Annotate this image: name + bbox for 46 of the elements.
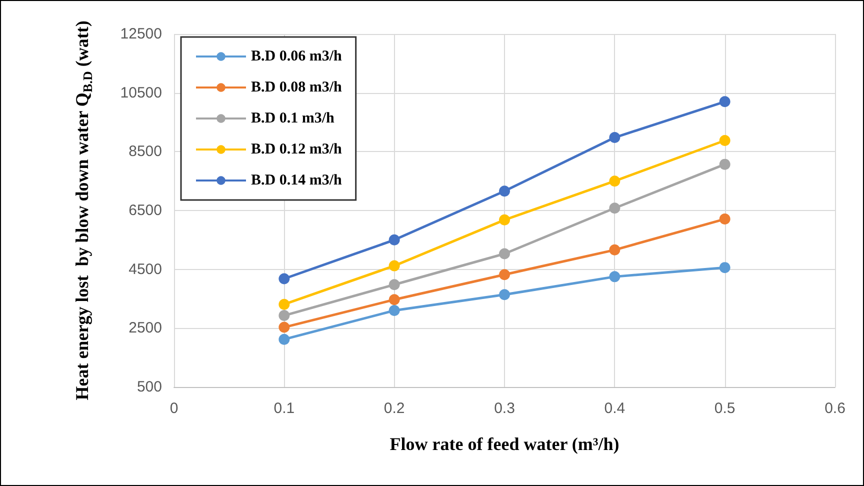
- point: [609, 202, 620, 214]
- y-tick-label: 6500: [128, 202, 162, 219]
- point: [388, 305, 400, 316]
- x-tick-label: 0.2: [384, 400, 405, 417]
- point: [388, 260, 400, 272]
- y-tick-label: 500: [136, 378, 162, 396]
- point: [609, 176, 620, 187]
- point: [499, 289, 510, 300]
- y-tick-label: 12500: [120, 26, 162, 42]
- y-axis-title: Heat energy lost by blow down water QB.D (watt): [72, 20, 95, 400]
- legend-label: B.D 0.08 m3/h: [251, 80, 342, 96]
- y-tick-label: 2500: [128, 320, 162, 337]
- point: [719, 214, 730, 225]
- x-tick-label: 0.1: [274, 400, 295, 417]
- point: [499, 248, 510, 260]
- legend-label: B.D 0.14 m3/h: [251, 172, 342, 188]
- point: [719, 96, 730, 108]
- x-tick-label: 0.5: [714, 400, 736, 417]
- x-tick-label: 0.4: [604, 400, 626, 417]
- point: [278, 310, 290, 322]
- point: [499, 214, 510, 226]
- x-tick-label: 0.6: [824, 400, 846, 417]
- point: [609, 271, 620, 282]
- point: [278, 298, 290, 310]
- point: [609, 244, 620, 256]
- legend-label: B.D 0.12 m3/h: [251, 142, 342, 158]
- x-tick-label: 0: [170, 400, 178, 417]
- y-tick-label: 4500: [128, 260, 162, 278]
- point: [719, 158, 730, 170]
- point: [499, 269, 510, 280]
- x-axis-title: Flow rate of feed water (m³/h): [390, 434, 620, 454]
- point: [388, 234, 400, 246]
- point: [609, 132, 620, 144]
- point: [278, 273, 290, 284]
- point: [278, 322, 290, 333]
- legend-label: B.D 0.1 m3/h: [251, 110, 335, 126]
- legend-label: B.D 0.06 m3/h: [251, 48, 342, 64]
- point: [278, 334, 290, 345]
- y-tick-label: 10500: [120, 84, 162, 102]
- y-tick-label: 8500: [128, 143, 162, 160]
- x-tick-label: 0.3: [494, 400, 515, 417]
- point: [719, 262, 730, 274]
- point: [499, 186, 510, 197]
- point: [388, 294, 400, 306]
- point: [388, 279, 400, 290]
- point: [719, 134, 730, 146]
